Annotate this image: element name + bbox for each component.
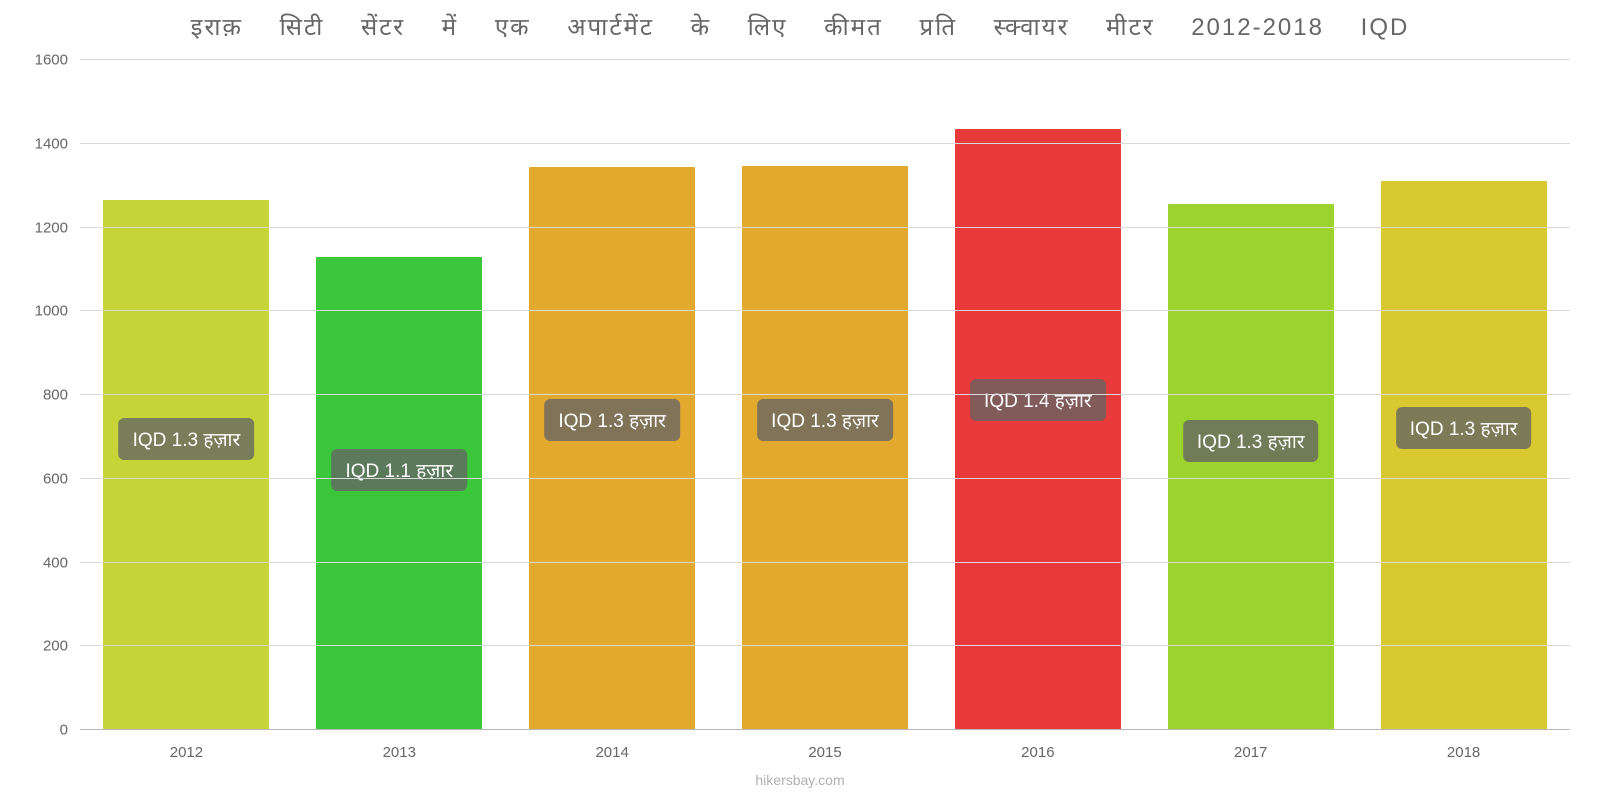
bar-slot: IQD 1.3 हज़ार2012 xyxy=(80,60,293,730)
bar-value-label: IQD 1.4 हज़ार xyxy=(970,379,1106,421)
bar-value-label: IQD 1.1 हज़ार xyxy=(331,449,467,491)
y-tick-label: 200 xyxy=(43,638,80,655)
bar-slot: IQD 1.3 हज़ार2017 xyxy=(1144,60,1357,730)
y-tick-label: 1000 xyxy=(35,303,80,320)
y-tick-label: 1600 xyxy=(35,52,80,69)
grid-line xyxy=(80,645,1570,646)
grid-line xyxy=(80,478,1570,479)
bar: IQD 1.4 हज़ार xyxy=(955,129,1121,730)
bar: IQD 1.3 हज़ार xyxy=(1381,181,1547,730)
bars-row: IQD 1.3 हज़ार2012IQD 1.1 हज़ार2013IQD 1.… xyxy=(80,60,1570,730)
bar-slot: IQD 1.4 हज़ार2016 xyxy=(931,60,1144,730)
y-tick-label: 800 xyxy=(43,387,80,404)
chart-title: इराक़ सिटी सेंटर में एक अपार्टमेंट के लि… xyxy=(20,10,1580,43)
y-tick-label: 400 xyxy=(43,554,80,571)
x-tick-label: 2018 xyxy=(1447,730,1480,761)
bar-value-label: IQD 1.3 हज़ार xyxy=(1396,407,1532,449)
bar-value-label: IQD 1.3 हज़ार xyxy=(119,418,255,460)
grid-line xyxy=(80,227,1570,228)
baseline xyxy=(80,729,1570,730)
x-tick-label: 2013 xyxy=(383,730,416,761)
bar: IQD 1.3 हज़ार xyxy=(1168,204,1334,730)
x-tick-label: 2017 xyxy=(1234,730,1267,761)
bar-value-label: IQD 1.3 हज़ार xyxy=(1183,420,1319,462)
y-tick-label: 1400 xyxy=(35,135,80,152)
grid-line xyxy=(80,394,1570,395)
bar-slot: IQD 1.1 हज़ार2013 xyxy=(293,60,506,730)
chart-footer: hikersbay.com xyxy=(20,772,1580,788)
grid-line xyxy=(80,310,1570,311)
x-tick-label: 2015 xyxy=(808,730,841,761)
bar-value-label: IQD 1.3 हज़ार xyxy=(544,399,680,441)
plot-area: IQD 1.3 हज़ार2012IQD 1.1 हज़ार2013IQD 1.… xyxy=(80,60,1570,730)
y-tick-label: 0 xyxy=(60,722,80,739)
y-tick-label: 600 xyxy=(43,470,80,487)
x-tick-label: 2014 xyxy=(595,730,628,761)
x-tick-label: 2012 xyxy=(170,730,203,761)
grid-line xyxy=(80,562,1570,563)
grid-line xyxy=(80,59,1570,60)
bar: IQD 1.3 हज़ार xyxy=(103,200,269,730)
grid-line xyxy=(80,143,1570,144)
x-tick-label: 2016 xyxy=(1021,730,1054,761)
bar-slot: IQD 1.3 हज़ार2014 xyxy=(506,60,719,730)
bar-slot: IQD 1.3 हज़ार2015 xyxy=(719,60,932,730)
bar: IQD 1.1 हज़ार xyxy=(316,257,482,730)
y-tick-label: 1200 xyxy=(35,219,80,236)
bar-value-label: IQD 1.3 हज़ार xyxy=(757,399,893,441)
bar-slot: IQD 1.3 हज़ार2018 xyxy=(1357,60,1570,730)
bar-chart: इराक़ सिटी सेंटर में एक अपार्टमेंट के लि… xyxy=(20,10,1580,790)
